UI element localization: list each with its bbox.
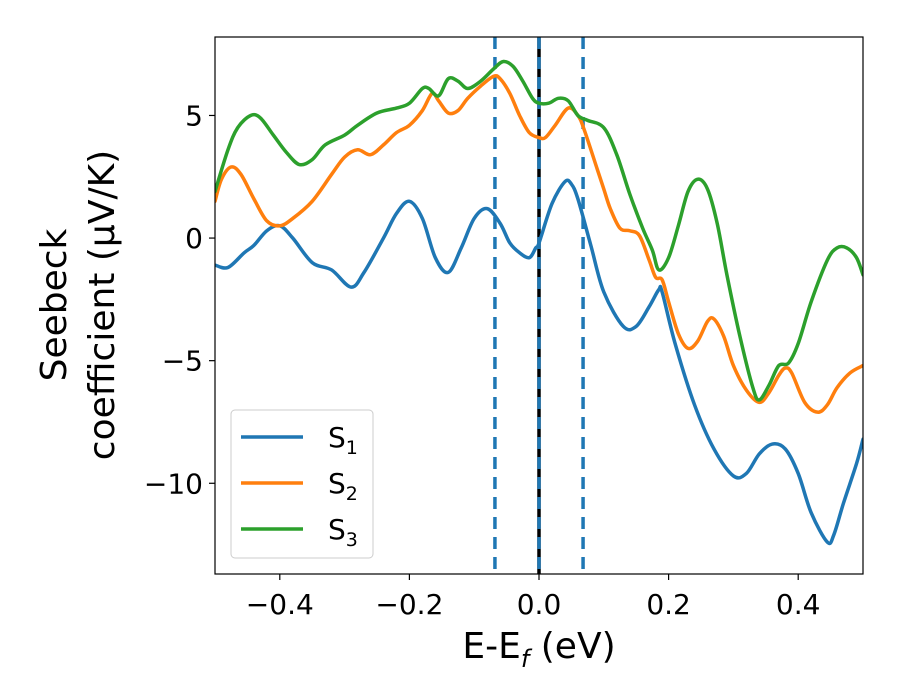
y-axis-title-line1: Seebeck: [34, 228, 75, 381]
y-tick-label: 5: [185, 99, 203, 132]
legend-label-s3: S3: [328, 513, 358, 551]
series-layer: [215, 59, 863, 546]
x-axis: −0.4 −0.2 0.0 0.2 0.4: [246, 574, 821, 621]
y-tick-label: 0: [185, 222, 203, 255]
x-tick-label: −0.4: [246, 588, 314, 621]
series-line-s3: [215, 59, 863, 402]
legend-label-s2: S2: [328, 467, 358, 505]
legend: S1 S2 S3: [230, 409, 374, 559]
y-axis-title-line2: coefficient (μV/K): [82, 150, 123, 460]
legend-label-s1: S1: [328, 421, 358, 459]
x-axis-title: E-Ef (eV): [462, 626, 615, 673]
series-line-s2: [215, 73, 863, 414]
y-tick-label: −5: [162, 345, 203, 378]
x-tick-label: 0.4: [776, 588, 821, 621]
y-axis: −10 −5 0 5: [144, 99, 215, 500]
x-tick-label: −0.2: [375, 588, 443, 621]
x-tick-label: 0.2: [646, 588, 691, 621]
x-tick-label: 0.0: [517, 588, 562, 621]
y-tick-label: −10: [144, 467, 203, 500]
reference-lines: [493, 37, 585, 574]
series-line-s1: [215, 178, 863, 546]
